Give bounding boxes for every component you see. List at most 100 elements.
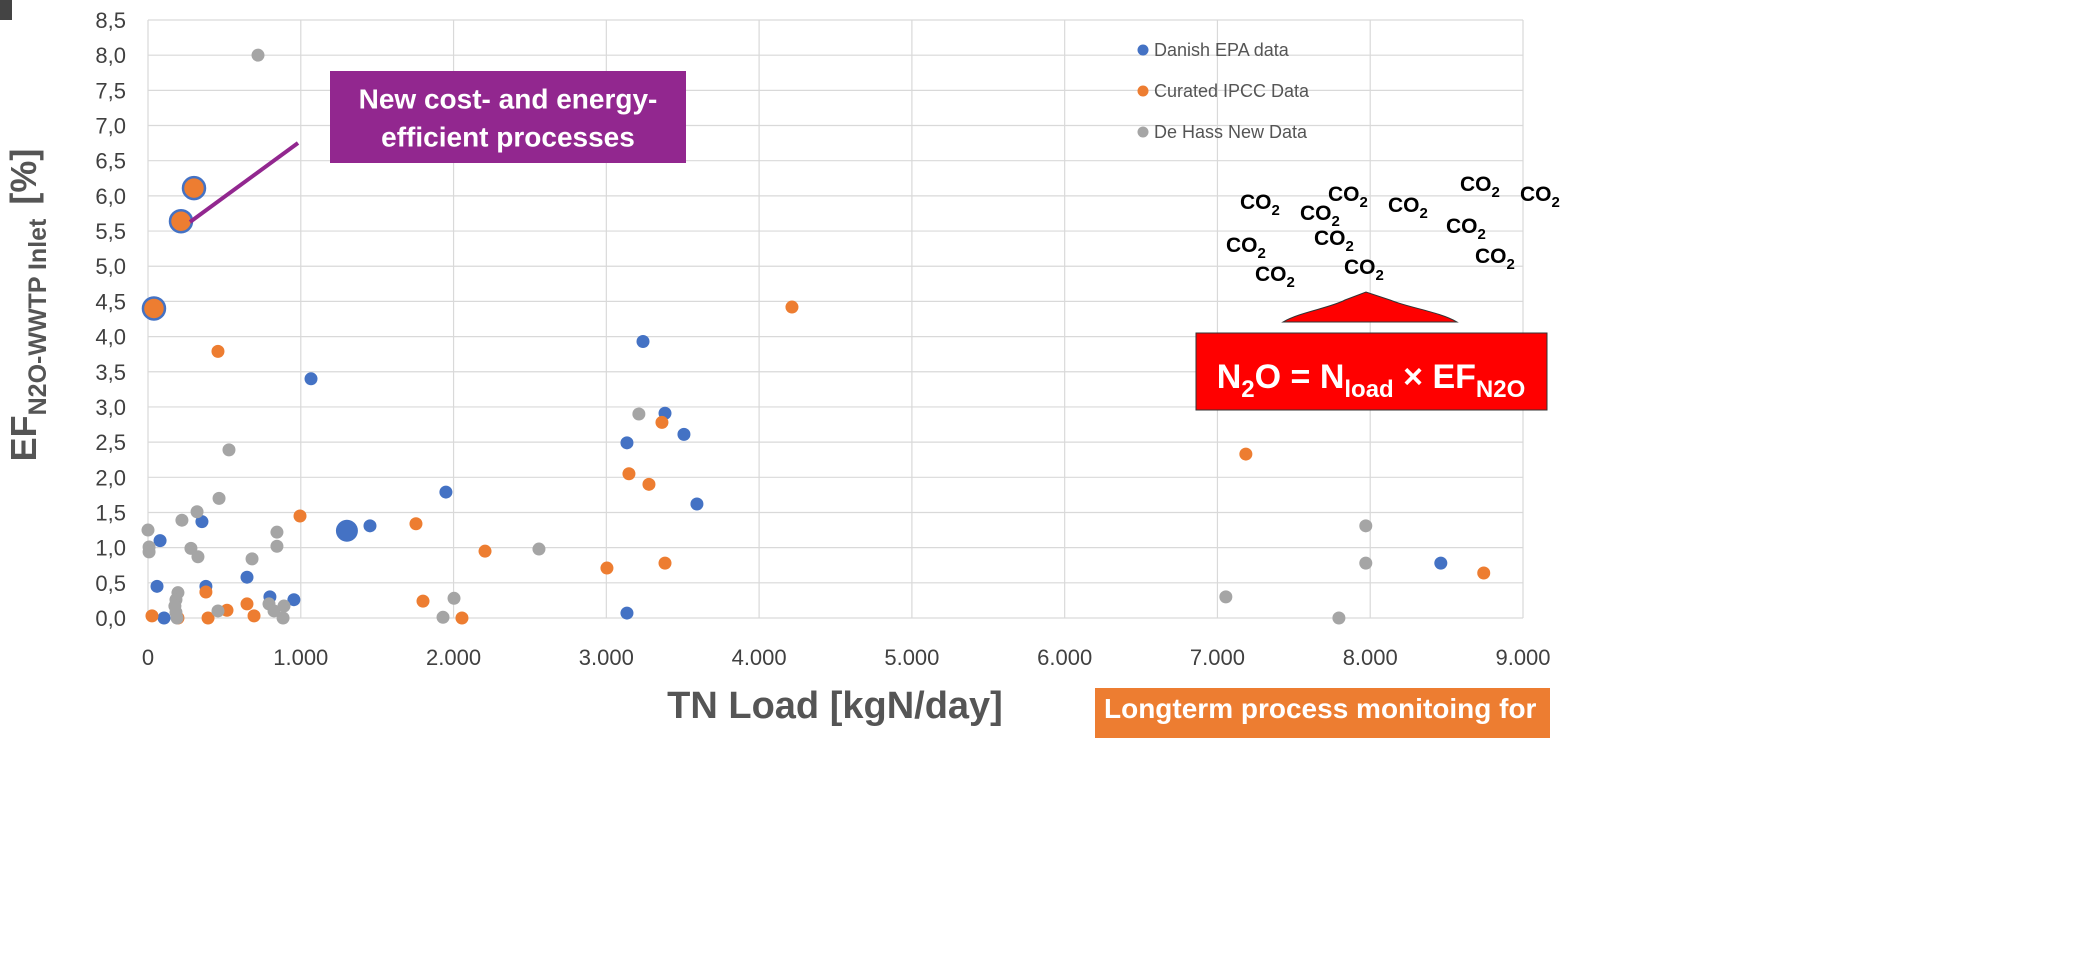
data-point	[1239, 447, 1253, 461]
legend-label: Curated IPCC Data	[1154, 81, 1310, 101]
co2-label: CO2	[1520, 183, 1560, 211]
co2-main: CO	[1240, 191, 1272, 214]
co2-sub: 2	[1376, 267, 1384, 284]
x-tick-label: 2.000	[426, 645, 481, 670]
co2-main: CO	[1475, 245, 1507, 268]
co2-main: CO	[1255, 263, 1287, 286]
data-point	[600, 561, 614, 575]
legend-label: De Hass New Data	[1154, 122, 1308, 142]
data-point	[439, 485, 453, 499]
data-point	[620, 436, 634, 450]
x-tick-label: 1.000	[273, 645, 328, 670]
data-point	[157, 611, 171, 625]
y-label-sub: N2O-WWTP Inlet	[24, 218, 52, 415]
co2-label: CO2	[1240, 191, 1280, 219]
data-point	[142, 545, 156, 559]
formula-main: O = N	[1255, 358, 1345, 396]
x-tick-label: 9.000	[1495, 645, 1550, 670]
co2-main: CO	[1314, 227, 1346, 250]
data-point	[1359, 519, 1373, 533]
y-label-main: EF	[3, 415, 44, 461]
co2-label: CO2	[1344, 256, 1384, 284]
co2-label: CO2	[1460, 173, 1500, 201]
co2-label: CO2	[1328, 183, 1368, 211]
data-point	[478, 544, 492, 558]
data-point	[1359, 556, 1373, 570]
y-tick-label: 4,5	[95, 289, 126, 314]
data-point	[153, 534, 167, 548]
co2-main: CO	[1328, 183, 1360, 206]
y-axis-label: EFN2O-WWTP Inlet [%]	[3, 149, 52, 462]
formula-sub: load	[1344, 376, 1393, 403]
data-point	[212, 491, 226, 505]
data-point	[270, 525, 284, 539]
y-tick-label: 0,0	[95, 606, 126, 631]
data-point	[251, 48, 265, 62]
co2-label: CO2	[1226, 234, 1266, 262]
co2-sub: 2	[1507, 256, 1515, 273]
data-point	[240, 597, 254, 611]
co2-label: CO2	[1475, 245, 1515, 273]
data-point	[1434, 556, 1448, 570]
y-tick-label: 1,0	[95, 536, 126, 561]
y-tick-label: 1,5	[95, 500, 126, 525]
formula-sub: 2	[1241, 376, 1254, 403]
co2-sub: 2	[1552, 194, 1560, 211]
callout-line	[188, 141, 300, 224]
callout-text: New cost- and energy-	[359, 83, 658, 114]
data-point	[168, 208, 194, 234]
x-tick-label: 4.000	[732, 645, 787, 670]
data-point	[335, 519, 358, 542]
data-point	[150, 579, 164, 593]
data-point	[642, 477, 656, 491]
data-point	[304, 372, 318, 386]
data-point	[636, 335, 650, 349]
data-point	[690, 497, 704, 511]
data-point	[267, 604, 281, 618]
data-point	[1477, 566, 1491, 580]
data-point	[658, 556, 672, 570]
formula-main: N	[1217, 358, 1242, 396]
data-point	[622, 467, 636, 481]
co2-sub: 2	[1258, 245, 1266, 262]
x-tick-label: 3.000	[579, 645, 634, 670]
monitoring-box	[1095, 688, 1550, 738]
monitoring-text: Longterm process monitoing for	[1104, 693, 1537, 724]
y-tick-label: 6,5	[95, 149, 126, 174]
y-tick-label: 0,5	[95, 571, 126, 596]
y-tick-label: 8,5	[95, 8, 126, 33]
co2-label: CO2	[1314, 227, 1354, 255]
x-tick-label: 7.000	[1190, 645, 1245, 670]
data-point	[363, 519, 377, 533]
co2-main: CO	[1344, 256, 1376, 279]
data-point	[276, 611, 290, 625]
data-point	[677, 427, 691, 441]
y-tick-label: 8,0	[95, 43, 126, 68]
x-tick-label: 0	[142, 645, 154, 670]
y-tick-label: 2,0	[95, 465, 126, 490]
data-point	[240, 570, 254, 584]
co2-label: CO2	[1446, 215, 1486, 243]
x-tick-label: 8.000	[1343, 645, 1398, 670]
data-point	[181, 175, 207, 201]
data-point	[409, 517, 423, 531]
data-point	[211, 344, 225, 358]
data-point	[199, 585, 213, 599]
callout-text: efficient processes	[381, 121, 635, 152]
co2-main: CO	[1520, 183, 1552, 206]
data-point	[170, 611, 184, 625]
co2-label: CO2	[1255, 263, 1295, 291]
data-point	[532, 542, 546, 556]
callout-box	[330, 71, 686, 163]
co2-sub: 2	[1420, 205, 1428, 222]
data-point	[195, 515, 209, 529]
y-tick-label: 5,0	[95, 254, 126, 279]
data-point	[620, 606, 634, 620]
formula-main: × EF	[1394, 358, 1476, 396]
legend-marker	[1137, 44, 1149, 56]
formula-sub: N2O	[1476, 376, 1525, 403]
formula-arrow	[1281, 291, 1459, 323]
data-point	[277, 599, 291, 613]
co2-sub: 2	[1346, 238, 1354, 255]
